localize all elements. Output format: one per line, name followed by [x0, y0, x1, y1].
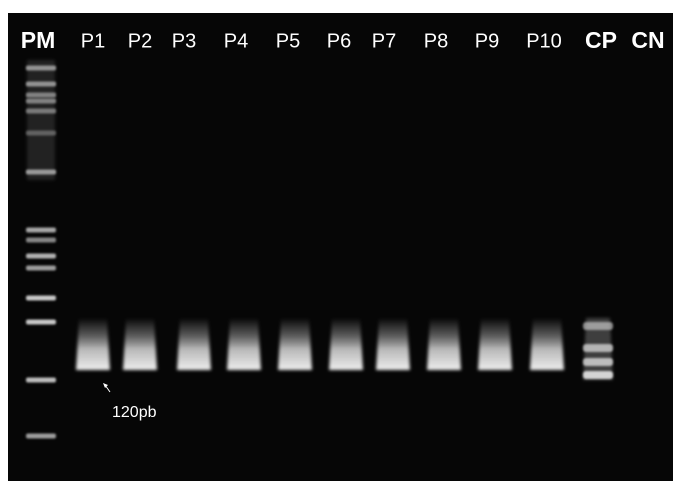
- lane-label: CP: [585, 27, 617, 53]
- lane-label: CN: [631, 27, 664, 53]
- lane-label: P1: [81, 30, 105, 52]
- control-band: [583, 371, 613, 379]
- ladder-smear: [27, 60, 55, 180]
- ladder-band: [26, 434, 56, 439]
- sample-band: [478, 318, 512, 370]
- ladder-band: [26, 238, 56, 243]
- ladder-band: [26, 296, 56, 301]
- sample-band: [427, 318, 461, 370]
- gel-background: [8, 13, 673, 481]
- lane-label: P8: [424, 30, 448, 52]
- lane-label: P2: [128, 30, 152, 52]
- lane-label: P4: [224, 30, 248, 52]
- lane-label: P10: [526, 30, 562, 52]
- sample-band: [329, 318, 363, 370]
- sample-band: [278, 318, 312, 370]
- sample-band: [123, 318, 157, 370]
- ladder-band: [26, 320, 56, 325]
- sample-band: [530, 318, 564, 370]
- annotation: 120pb: [112, 404, 157, 421]
- control-band: [583, 358, 613, 366]
- gel-image: PM P1 P2 P3 P4 P5 P6 P7 P8 P9 P10 CP CN 120pb: [0, 0, 673, 481]
- lane-label: P7: [372, 30, 396, 52]
- lane-label: P9: [475, 30, 499, 52]
- control-band: [583, 322, 613, 330]
- ladder-band: [26, 266, 56, 271]
- lane-label: PM: [21, 27, 56, 53]
- lane-label: P3: [172, 30, 196, 52]
- ladder-band: [26, 254, 56, 259]
- lane-label: P5: [276, 30, 300, 52]
- ladder-band: [26, 378, 56, 383]
- lane-label: P6: [327, 30, 351, 52]
- sample-band: [177, 318, 211, 370]
- control-band: [583, 344, 613, 352]
- sample-band: [76, 318, 110, 370]
- sample-band: [227, 318, 261, 370]
- ladder-band: [26, 228, 56, 233]
- sample-band: [376, 318, 410, 370]
